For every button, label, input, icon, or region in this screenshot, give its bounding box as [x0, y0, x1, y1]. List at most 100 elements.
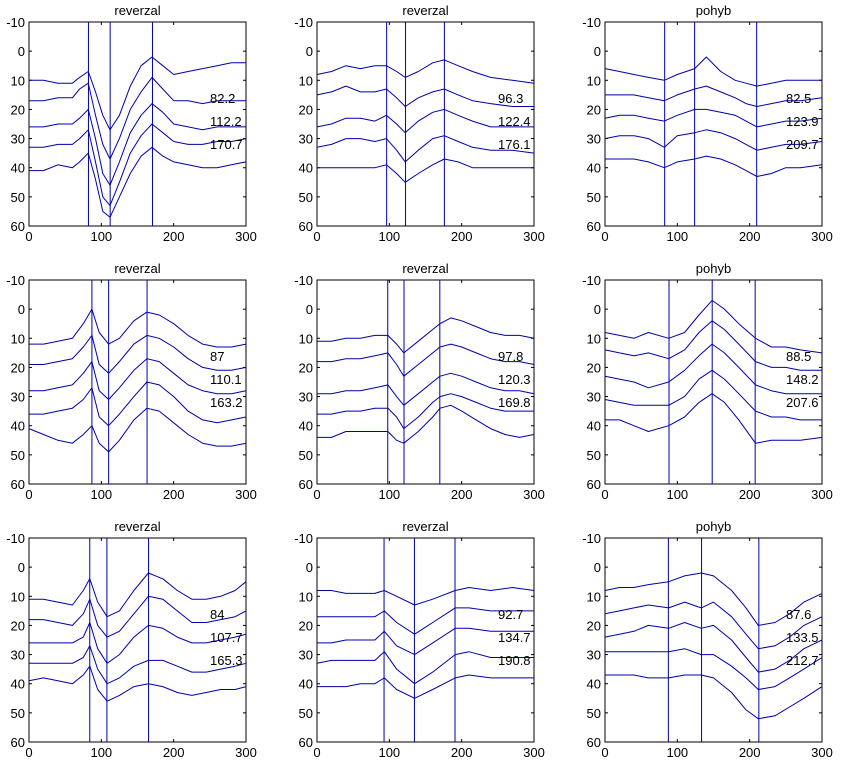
y-tick-label: 50 — [299, 448, 313, 463]
series-line — [605, 85, 823, 107]
x-tick-label: 0 — [313, 487, 320, 502]
y-tick-label: 40 — [11, 419, 25, 434]
x-tick-label: 200 — [739, 487, 761, 502]
chart-title: reverzal — [402, 519, 448, 534]
x-tick-label: 200 — [451, 487, 473, 502]
x-tick-label: 300 — [811, 745, 833, 760]
y-tick-label: 60 — [299, 735, 313, 750]
x-tick-label: 0 — [313, 745, 320, 760]
series-line — [605, 393, 823, 444]
y-tick-label: -10 — [6, 273, 25, 288]
chart-title: reverzal — [402, 3, 448, 18]
x-tick-label: 300 — [235, 487, 257, 502]
series-line — [29, 381, 247, 427]
y-tick-label: 60 — [299, 219, 313, 234]
series-line — [605, 674, 823, 720]
y-tick-label: 20 — [11, 102, 25, 117]
y-tick-label: 60 — [299, 477, 313, 492]
x-tick-label: 0 — [601, 745, 608, 760]
x-tick-label: 200 — [451, 229, 473, 244]
y-tick-label: 10 — [587, 73, 601, 88]
y-tick-label: 10 — [11, 73, 25, 88]
latency-annotation: 82.2 — [210, 91, 235, 106]
series-line — [604, 299, 823, 354]
x-tick-label: 0 — [25, 229, 32, 244]
series-line — [317, 404, 535, 444]
x-tick-label: 100 — [378, 487, 400, 502]
chart-title: pohyb — [696, 519, 731, 534]
series-line — [605, 155, 823, 177]
series-line — [28, 665, 247, 702]
series-line — [29, 334, 247, 374]
chart-panel-5: reverzal 0 100 200 300 -10 0 10 20 30 40 50 60 97.8 12… — [294, 261, 545, 502]
series-line — [604, 108, 823, 128]
y-tick-label: -10 — [6, 531, 25, 546]
y-tick-label: -10 — [294, 273, 313, 288]
y-tick-label: 0 — [18, 44, 25, 59]
series-line — [29, 76, 246, 160]
latency-annotation: 87 — [210, 349, 224, 364]
y-tick-label: 60 — [587, 477, 601, 492]
x-tick-label: 200 — [163, 745, 185, 760]
y-tick-label: 10 — [299, 589, 313, 604]
y-tick-label: 60 — [11, 219, 25, 234]
series-line — [29, 56, 246, 131]
x-tick-label: 100 — [666, 487, 688, 502]
series-line — [316, 651, 534, 685]
y-tick-label: 60 — [11, 735, 25, 750]
x-tick-label: 100 — [90, 229, 112, 244]
latency-annotation: 170.7 — [210, 137, 243, 152]
chart-title: reverzal — [114, 261, 160, 276]
series-line — [317, 607, 534, 635]
latency-annotation: 207.6 — [786, 395, 819, 410]
y-tick-label: 30 — [299, 132, 313, 147]
x-tick-label: 300 — [235, 745, 257, 760]
series-line — [29, 645, 247, 685]
y-tick-label: 0 — [594, 560, 601, 575]
x-tick-label: 100 — [666, 745, 688, 760]
series-line — [604, 343, 822, 395]
y-tick-label: 10 — [11, 589, 25, 604]
x-tick-label: 0 — [313, 229, 320, 244]
x-tick-label: 0 — [601, 229, 608, 244]
y-tick-label: 30 — [299, 390, 313, 405]
latency-annotation: 165.3 — [210, 653, 243, 668]
chart-panel-2: reverzal 0 100 200 300 -10 0 10 20 30 40 50 60 96.3 12… — [294, 3, 545, 244]
latency-annotation: 134.7 — [498, 630, 531, 645]
series-line — [604, 601, 823, 650]
latency-annotation: 92.7 — [498, 607, 523, 622]
series-line — [29, 146, 247, 218]
y-tick-label: 20 — [299, 360, 313, 375]
y-tick-label: 20 — [587, 102, 601, 117]
axes-box — [28, 21, 247, 227]
series-line — [604, 369, 822, 421]
latency-annotation: 212.7 — [786, 653, 819, 668]
y-tick-label: 40 — [299, 677, 313, 692]
y-tick-label: 0 — [594, 302, 601, 317]
latency-annotation: 120.3 — [498, 372, 531, 387]
y-tick-label: 0 — [306, 560, 313, 575]
chart-title: pohyb — [696, 3, 731, 18]
chart-panel-1: reverzal 0 100 200 300 -10 0 10 20 30 40 50 60 82.2 11… — [6, 3, 257, 244]
series-line — [29, 622, 247, 664]
series-line — [604, 129, 823, 151]
y-tick-label: 40 — [587, 677, 601, 692]
y-tick-label: 60 — [11, 477, 25, 492]
y-tick-label: 20 — [587, 360, 601, 375]
y-tick-label: -10 — [294, 15, 313, 30]
y-tick-label: 0 — [594, 44, 601, 59]
y-tick-label: 20 — [11, 360, 25, 375]
y-tick-label: -10 — [582, 531, 601, 546]
series-line — [29, 572, 247, 618]
y-tick-label: 30 — [299, 648, 313, 663]
latency-annotation: 88.5 — [786, 349, 811, 364]
axes-box — [316, 537, 535, 743]
x-tick-label: 300 — [523, 229, 545, 244]
y-tick-label: 60 — [587, 219, 601, 234]
y-tick-label: -10 — [6, 15, 25, 30]
series-line — [316, 135, 535, 163]
y-tick-label: 10 — [299, 73, 313, 88]
chart-panel-8: reverzal 0 100 200 300 -10 0 10 20 30 40 50 60 92.7 13… — [294, 519, 545, 760]
chart-panel-3: pohyb 0 100 200 300 -10 0 10 20 30 40 50 60 82.5 123.9… — [582, 3, 833, 244]
